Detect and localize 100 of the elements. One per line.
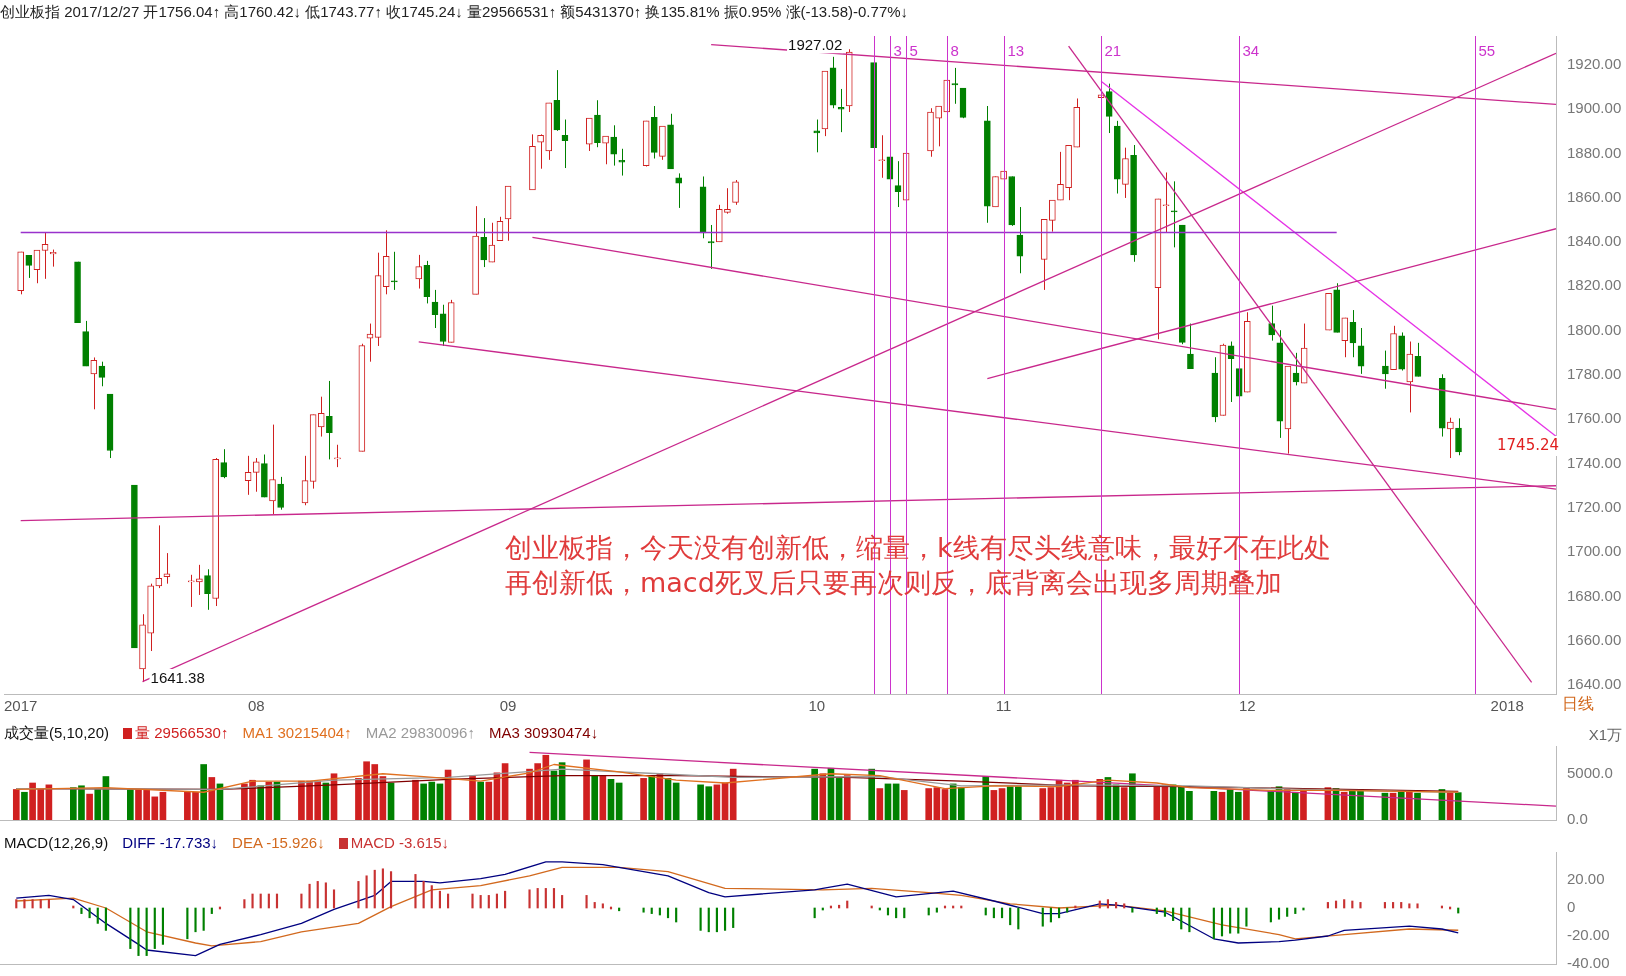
bar [1416, 903, 1419, 909]
bar [137, 907, 140, 956]
y-tick-label: 1880.00 [1567, 143, 1622, 161]
y-tick-label: 1660.00 [1567, 630, 1622, 648]
x-tick-label: 2018 [1490, 697, 1524, 715]
bar [925, 788, 933, 820]
bar [31, 899, 34, 909]
ref-line-label: 5 [909, 41, 918, 59]
bar [1359, 902, 1362, 909]
bar [1397, 791, 1405, 820]
bar [485, 781, 493, 820]
bar [552, 888, 556, 909]
candlestick [1382, 350, 1389, 390]
bar [159, 791, 167, 820]
candlestick [724, 187, 731, 215]
y-tick-label: 1740.00 [1567, 453, 1622, 471]
candlestick [1187, 323, 1194, 370]
bar [23, 899, 26, 909]
ref-line-label: 3 [893, 41, 902, 59]
y-tick-label: 1720.00 [1567, 498, 1622, 516]
bar [1120, 787, 1128, 820]
bar [941, 789, 949, 820]
bar [251, 893, 254, 909]
bar [583, 759, 590, 820]
bar [1302, 907, 1305, 911]
bar [843, 775, 851, 820]
candlestick [602, 135, 609, 165]
y-tick-label: 1780.00 [1567, 365, 1622, 383]
bar [373, 869, 376, 909]
candlestick [317, 396, 325, 438]
candlestick [537, 133, 544, 170]
bar [876, 788, 884, 820]
bar [1218, 791, 1226, 820]
ref-line-label: 21 [1104, 41, 1122, 59]
bar [243, 899, 246, 909]
bar [487, 895, 490, 909]
bar [699, 907, 702, 931]
bar [1210, 791, 1218, 820]
candlestick [610, 124, 618, 167]
bar [96, 907, 99, 924]
bar [715, 907, 718, 933]
bar [412, 779, 419, 820]
chart-title: MACD(12,26,9) [4, 834, 109, 851]
bar [601, 903, 604, 909]
bar [591, 775, 599, 820]
bar [153, 907, 156, 949]
candlestick [1162, 171, 1170, 234]
y-tick-label: -40.00 [1567, 954, 1610, 972]
candlestick [480, 217, 488, 268]
candlestick [935, 105, 942, 147]
candlestick [220, 448, 228, 479]
bar [1047, 787, 1055, 820]
candlestick [878, 134, 886, 179]
bar [129, 907, 132, 949]
bar [561, 895, 564, 909]
x-tick-label: 11 [995, 697, 1012, 715]
y-tick-label: 1680.00 [1567, 586, 1622, 604]
bar [1340, 791, 1348, 820]
ref-line-label: 13 [1007, 41, 1025, 59]
bar [723, 907, 727, 931]
x-tick-label: 08 [247, 697, 265, 715]
y-tick-label: 1640.00 [1567, 675, 1622, 693]
bar [389, 871, 393, 909]
candlestick [187, 574, 195, 608]
candlestick [1170, 180, 1178, 248]
bar [732, 907, 735, 928]
legend-label: MACD -3.615↓ [350, 834, 450, 851]
candlestick [204, 568, 211, 611]
x-tick-label: 09 [499, 697, 517, 715]
bar [200, 764, 207, 820]
bar [990, 790, 998, 820]
bar [1066, 907, 1069, 913]
y-tick-label: 1840.00 [1567, 232, 1622, 250]
annotation: 1641.38 [150, 668, 205, 686]
bar [1343, 899, 1346, 909]
candlestick [155, 524, 163, 589]
bar [1212, 907, 1215, 940]
bar [208, 777, 216, 820]
bar [357, 881, 360, 909]
bar [477, 781, 484, 820]
candlestick [1447, 417, 1454, 459]
bar [39, 899, 42, 909]
bar [469, 775, 476, 820]
bar [161, 907, 165, 945]
bar [127, 789, 134, 820]
candlestick [1057, 151, 1064, 201]
bar [1406, 790, 1413, 820]
bar [471, 893, 474, 909]
candlestick [1049, 199, 1056, 233]
candlestick [732, 179, 739, 206]
bar [86, 793, 93, 820]
y-tick-label: 1700.00 [1567, 542, 1622, 560]
bar [194, 907, 197, 933]
bar [1163, 907, 1167, 917]
y-tick-label: 0.0 [1567, 810, 1588, 828]
bar [528, 889, 531, 909]
y-tick-label: 20.00 [1567, 870, 1605, 888]
bar [1408, 903, 1411, 909]
bar [332, 889, 336, 909]
text: MA1 30215404↑ [242, 724, 352, 741]
